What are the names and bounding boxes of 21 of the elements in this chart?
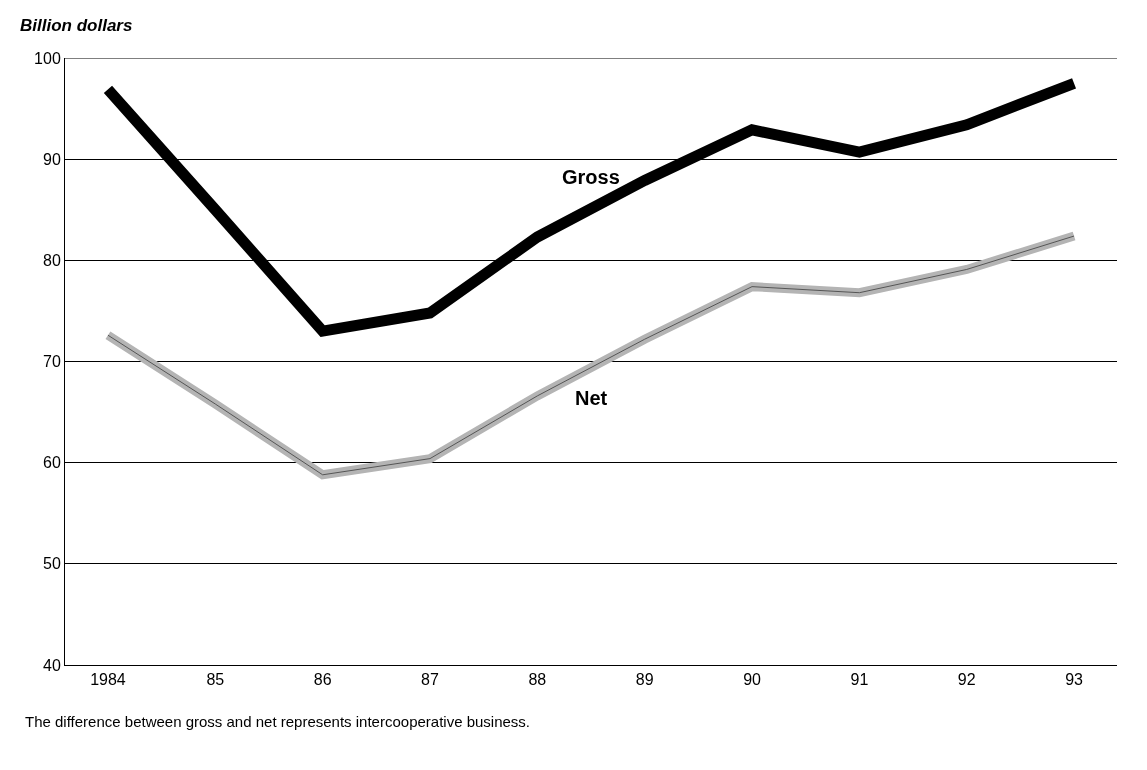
y-tick-label: 90 [43,150,61,168]
x-tick-label: 90 [743,671,762,689]
text: The difference between gross and net represents intercooperative business. [25,713,531,730]
x-tick-label: 1984 [90,671,126,689]
x-tick-label: 88 [528,671,547,689]
y-axis-title: Billion dollars [20,16,133,35]
series-label: Gross [562,166,620,188]
y-tick-label: 80 [43,251,61,269]
x-tick-label: 85 [206,671,225,689]
x-tick-label: 86 [313,671,332,689]
y-tick-label: 50 [43,555,61,573]
y-tick-label: 60 [43,454,61,472]
y-tick-label: 40 [43,656,61,674]
x-tick-label: 93 [1065,671,1084,689]
x-tick-label: 87 [421,671,439,689]
y-tick-label: 70 [43,353,61,371]
x-tick-label: 92 [957,671,976,689]
x-tick-label: 89 [635,671,654,689]
y-tick-label: 100 [34,49,61,67]
x-tick-label: 91 [850,671,869,689]
series-label: Net [575,387,608,409]
